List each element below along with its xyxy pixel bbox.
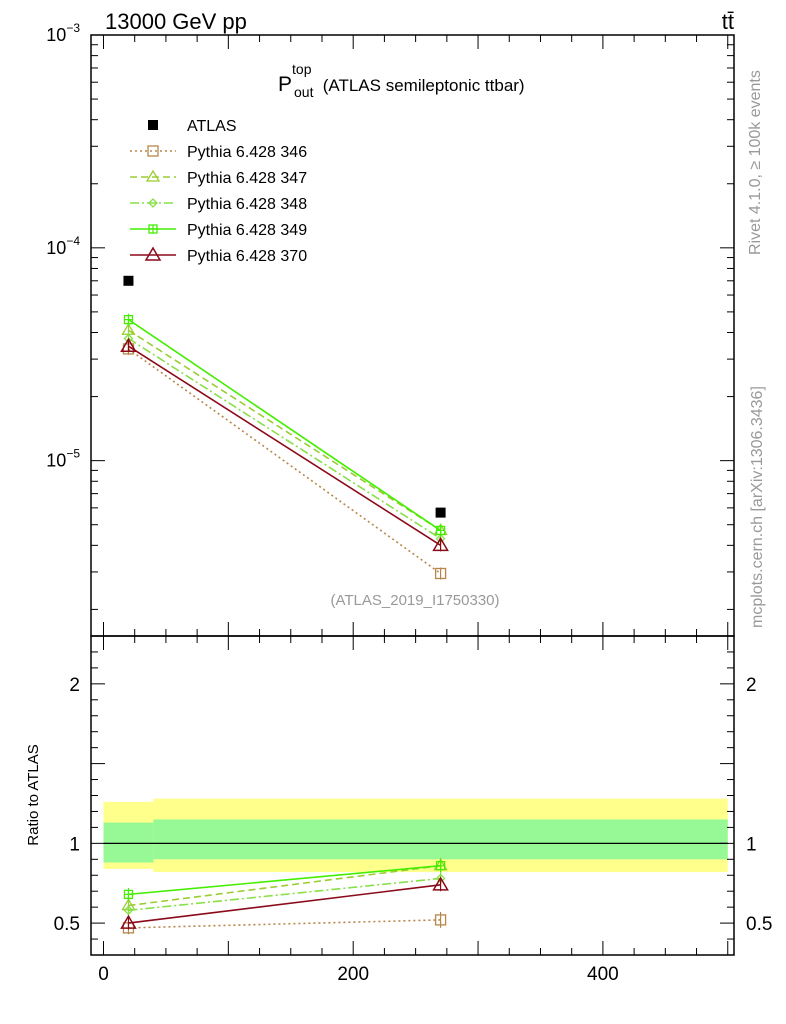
- main-series-point: [120, 337, 137, 352]
- main-series-point: [123, 314, 134, 325]
- legend-series-label-4: Pythia 6.428 349: [187, 222, 307, 239]
- ratio-series-point-shape: [123, 905, 134, 916]
- main-series-line-4: [128, 318, 442, 532]
- main-series-point: [432, 536, 449, 552]
- legend-series-marker-5-shape: [144, 246, 162, 261]
- main-series-point-shape: [120, 337, 137, 352]
- atlas-data-point-1-shape: [123, 275, 134, 286]
- ratio-series-point: [120, 914, 137, 929]
- main-plot: 10−3 10−4 10−5 Ptop out (ATLAS semileptonic …: [46, 21, 735, 637]
- legend-series-marker-1-shape: [147, 145, 159, 157]
- ratio-series-point: [123, 889, 134, 900]
- ratio-band-stat-2: [153, 819, 728, 860]
- main-series-line-2: [128, 329, 442, 532]
- legend-series-label-2: Pythia 6.428 347: [187, 170, 307, 187]
- ratio-series-point-shape: [434, 914, 447, 926]
- ratio-y-tick-label-left: 2: [69, 675, 80, 696]
- ratio-series-point: [435, 861, 446, 871]
- legend-series-label-1: Pythia 6.428 346: [187, 144, 307, 161]
- atlas-data-point-2: [435, 507, 446, 518]
- ratio-series-line-4: [128, 864, 441, 896]
- main-series-point: [434, 567, 447, 580]
- main-series-point-shape: [434, 567, 447, 580]
- ratio-series-point: [434, 914, 447, 926]
- legend-atlas-marker-shape: [148, 120, 158, 130]
- legend-series-marker-1: [147, 145, 159, 157]
- ratio-y-axis-label: Ratio to ATLAS: [25, 744, 42, 845]
- main-series-line-3: [128, 337, 442, 540]
- legend-series-label-5: Pythia 6.428 370: [187, 248, 307, 265]
- ratio-y-tick-label-right: 1: [746, 834, 757, 855]
- legend-series-label-3: Pythia 6.428 348: [187, 196, 307, 213]
- legend-series-marker-4: [148, 224, 158, 234]
- energy-label: 13000 GeV pp: [105, 9, 247, 34]
- legend-atlas-label: ATLAS: [187, 118, 237, 135]
- main-y-tick-label: 10−3: [46, 21, 80, 45]
- main-series-point-shape: [432, 536, 449, 552]
- analysis-label: (ATLAS_2019_I1750330): [330, 592, 499, 609]
- ratio-y-tick-label-left: 1: [69, 834, 80, 855]
- ratio-y-tick-label-right: 2: [746, 675, 757, 696]
- process-label: tt̄: [722, 9, 734, 34]
- ratio-x-tick-label: 400: [587, 964, 619, 985]
- ratio-x-tick-label: 0: [98, 964, 109, 985]
- legend-series-marker-2: [145, 169, 161, 182]
- main-series-point: [435, 525, 446, 536]
- main-series-line-1: [127, 348, 442, 575]
- ratio-series-line-3: [128, 877, 441, 912]
- rivet-version-label: Rivet 4.1.0, ≥ 100k events: [747, 70, 764, 255]
- ratio-series-point-shape: [432, 876, 449, 891]
- ratio-axes-frame: [90, 635, 735, 956]
- atlas-data-point-2-shape: [435, 507, 446, 518]
- ratio-series-point: [432, 876, 449, 891]
- ratio-y-tick-label-right: 0.5: [746, 914, 772, 935]
- legend-series-marker-5: [144, 246, 162, 261]
- ratio-series-point: [123, 905, 134, 916]
- legend-atlas-marker: [148, 120, 158, 130]
- ratio-band-stat-1: [103, 822, 154, 863]
- main-title: Ptop out (ATLAS semileptonic ttbar): [278, 61, 525, 100]
- main-y-tick-label: 10−5: [46, 447, 80, 471]
- ratio-series-line-5: [128, 884, 441, 924]
- main-y-tick-label: 10−4: [46, 234, 80, 258]
- ratio-x-tick-label: 200: [337, 964, 369, 985]
- main-series-line-5: [128, 345, 442, 547]
- legend-series-marker-3-shape: [148, 198, 158, 208]
- ratio-series-point-shape: [120, 914, 137, 929]
- mcplots-label: mcplots.cern.ch [arXiv:1306.3436]: [749, 386, 766, 628]
- ratio-series-line-2: [128, 864, 441, 907]
- ratio-series-line-1: [128, 919, 441, 929]
- atlas-data-point-1: [123, 275, 134, 286]
- ratio-plot: 0.5 0.5 1 1 2 2 0 200 400 Ratio to ATLAS: [25, 635, 772, 985]
- legend-series-marker-2-shape: [145, 169, 161, 182]
- legend-series-marker-3: [148, 198, 158, 208]
- ratio-y-tick-label-left: 0.5: [54, 914, 80, 935]
